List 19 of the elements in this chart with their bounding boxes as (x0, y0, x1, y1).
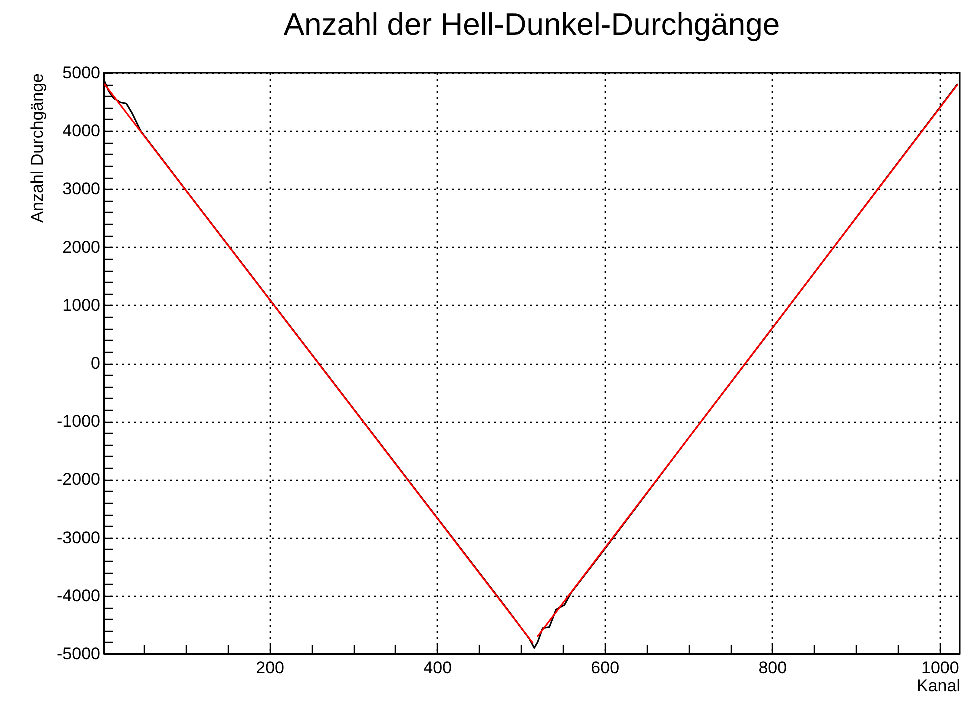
chart-title: Anzahl der Hell-Dunkel-Durchgänge (284, 7, 780, 42)
x-tick-label: 800 (758, 658, 788, 678)
y-axis-title: Anzahl Durchgänge (28, 74, 48, 223)
x-tick-label: 600 (591, 658, 620, 678)
y-tick-label: -4000 (57, 586, 100, 606)
y-tick-label: 4000 (62, 122, 100, 141)
y-tick-label: 3000 (62, 180, 100, 199)
y-tick-label: -3000 (57, 528, 100, 548)
y-tick-label: 0 (91, 354, 100, 373)
y-tick-label: -5000 (57, 644, 100, 664)
y-tick-label: 2000 (62, 238, 100, 257)
x-axis-title: Kanal (917, 676, 960, 696)
y-tick-label: -1000 (57, 412, 100, 432)
y-tick-label: 1000 (62, 296, 100, 315)
x-tick-label: 200 (256, 658, 285, 678)
y-tick-label: -2000 (57, 470, 100, 490)
x-tick-label: 1000 (921, 658, 960, 678)
y-tick-label: 5000 (62, 64, 100, 82)
x-tick-label: 400 (424, 658, 452, 678)
